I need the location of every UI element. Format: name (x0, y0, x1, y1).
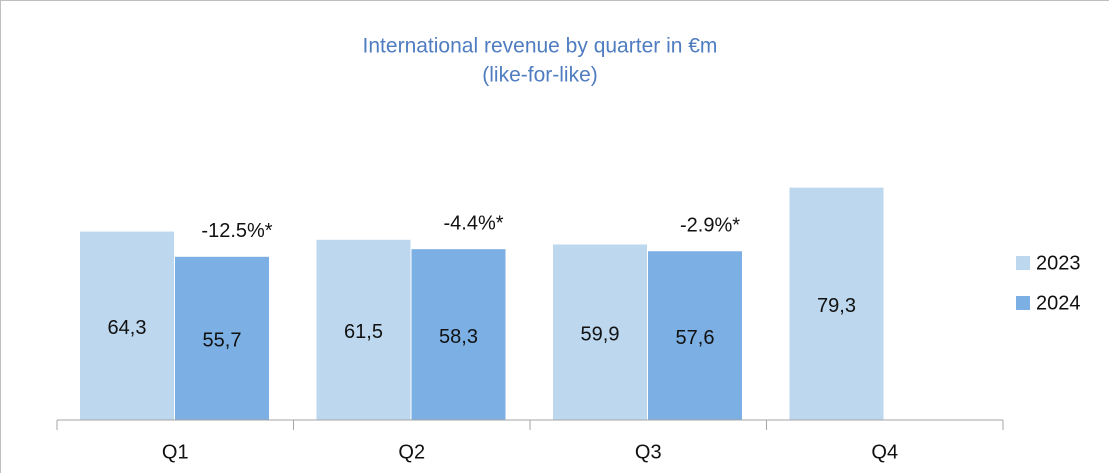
legend-swatch (1016, 296, 1030, 310)
bar (411, 249, 506, 420)
bar (789, 187, 884, 420)
chart-subtitle: (like-for-like) (482, 64, 598, 87)
data-label: 55,7 (203, 330, 242, 352)
x-tick-label: Q1 (162, 441, 189, 463)
bar (316, 239, 411, 420)
x-tick-label: Q4 (871, 441, 898, 463)
annotation: -2.9%* (680, 215, 740, 237)
bar (80, 231, 174, 420)
data-label: 59,9 (581, 324, 620, 346)
legend-label: 2024 (1036, 292, 1081, 314)
data-label: 58,3 (439, 326, 478, 348)
data-label: 64,3 (108, 317, 147, 339)
bar (648, 251, 742, 420)
x-tick-label: Q3 (635, 441, 662, 463)
data-label: 57,6 (676, 327, 715, 349)
data-label: 79,3 (817, 295, 856, 317)
x-tick-label: Q2 (398, 441, 425, 463)
legend-label: 2023 (1036, 252, 1081, 274)
bar (553, 244, 647, 420)
legend-swatch (1016, 256, 1030, 270)
annotation: -12.5%* (201, 220, 272, 242)
bar (175, 256, 269, 420)
data-label: 61,5 (344, 321, 383, 343)
annotation: -4.4%* (443, 212, 503, 234)
chart-title: International revenue by quarter in €m (363, 35, 718, 58)
